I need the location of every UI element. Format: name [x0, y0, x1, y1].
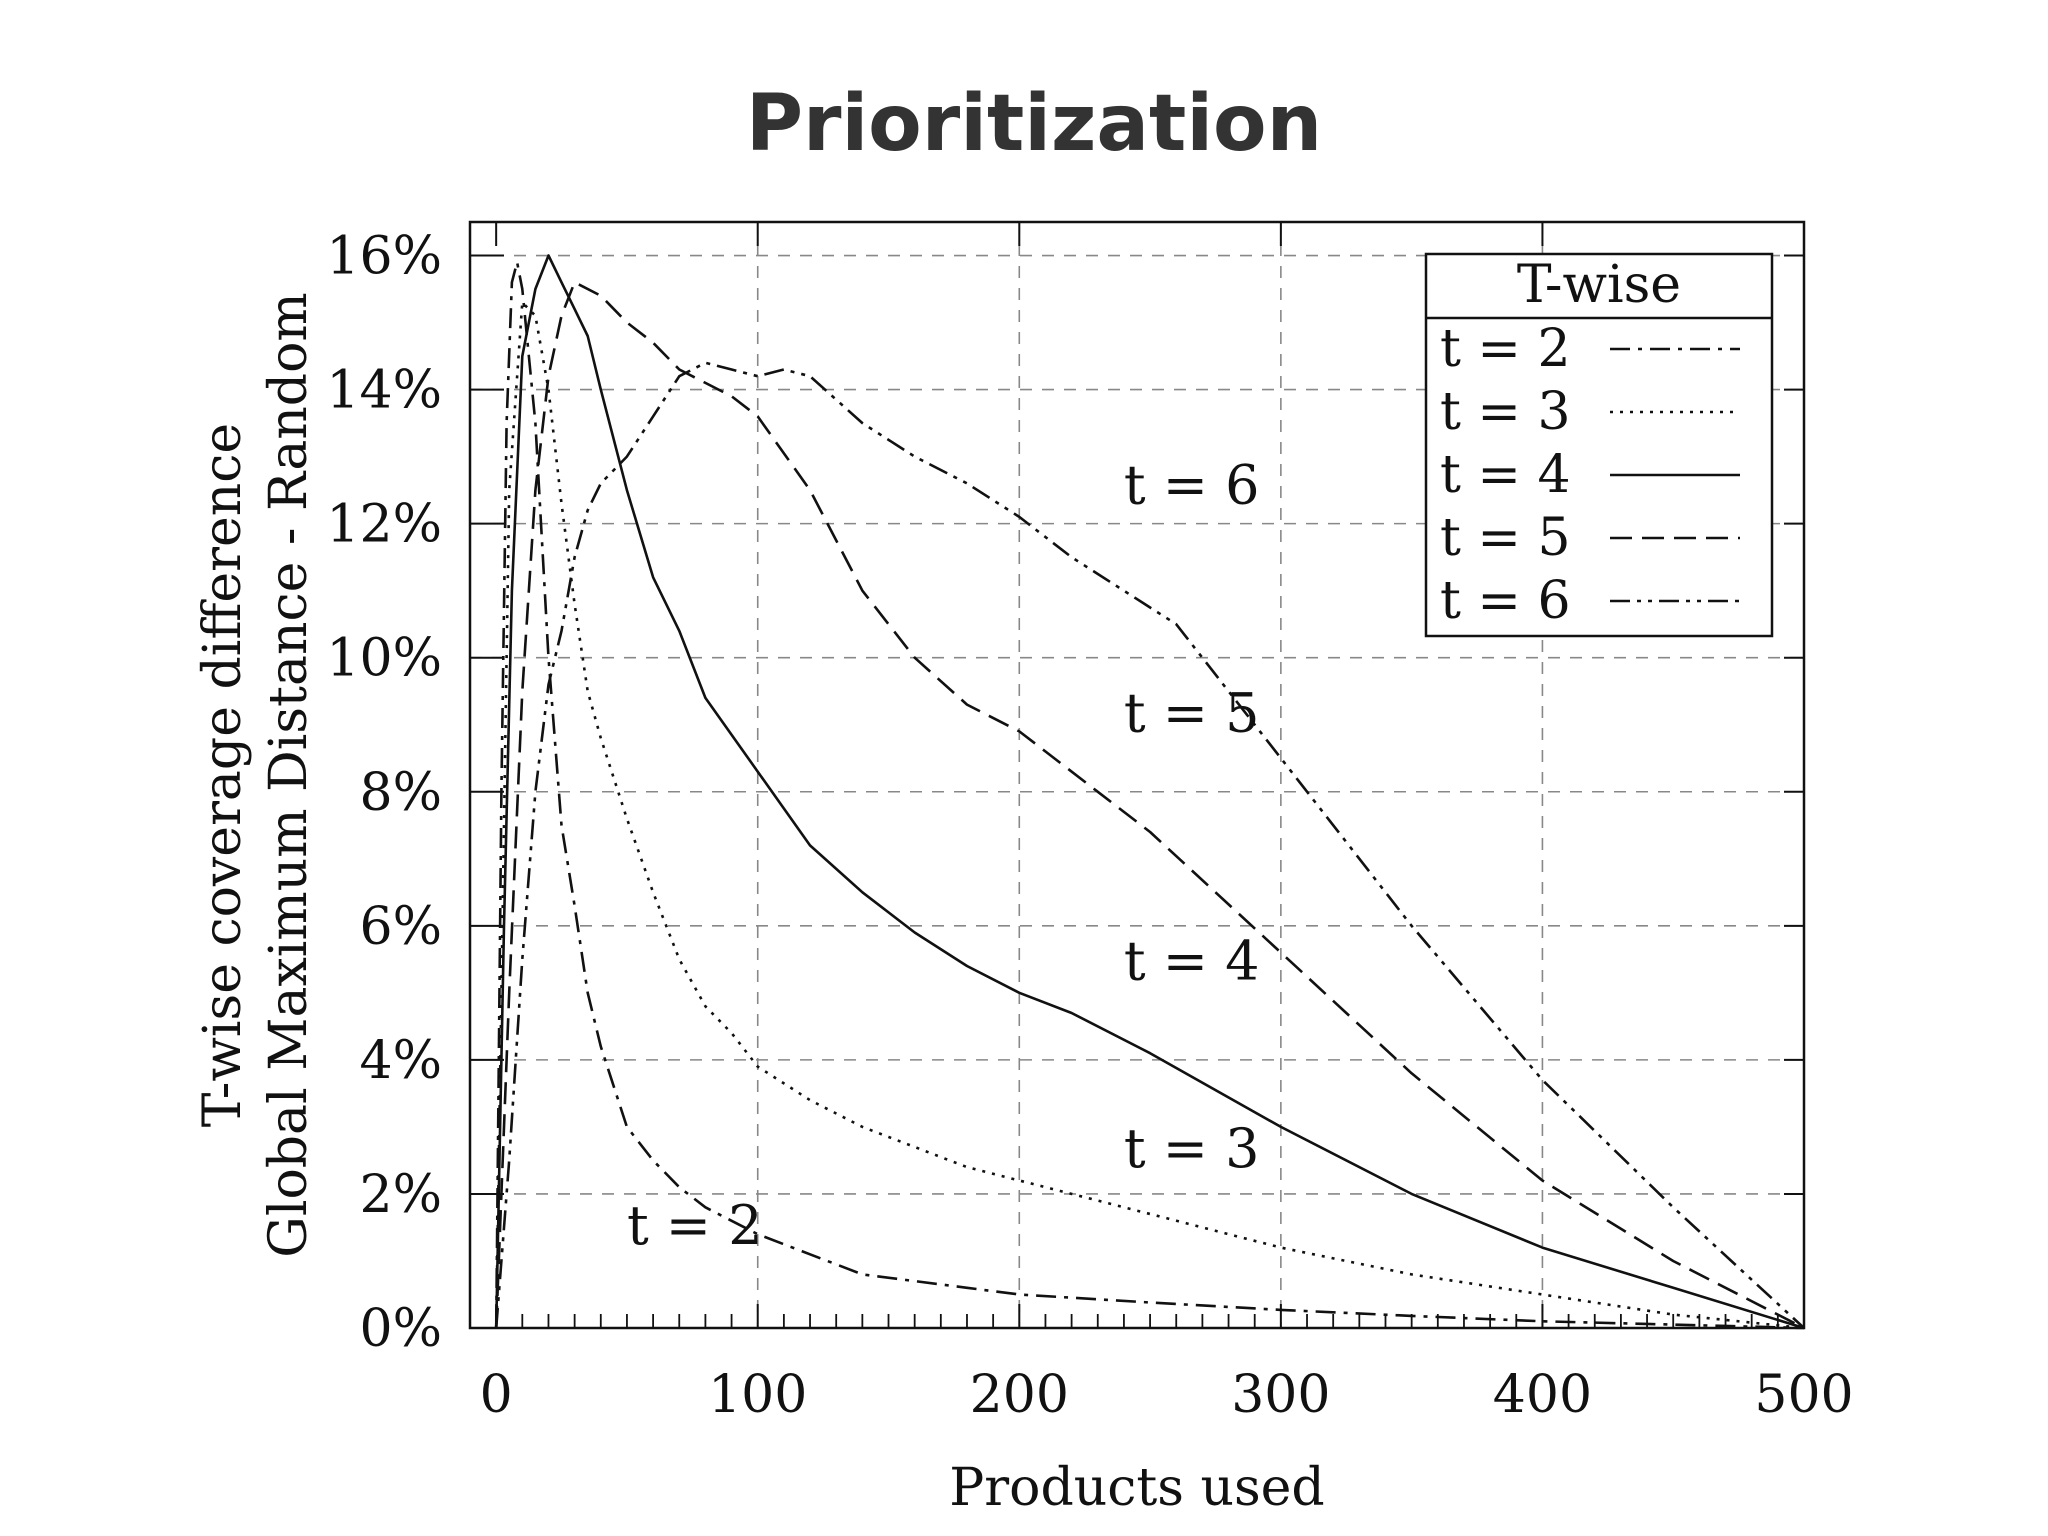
curve-label: t = 5	[1124, 681, 1260, 744]
curve-label: t = 4	[1124, 929, 1260, 992]
x-tick-label: 500	[1754, 1365, 1853, 1425]
legend-entry-label: t = 2	[1440, 319, 1571, 379]
curve-label: t = 6	[1124, 454, 1260, 517]
y-tick-label: 6%	[360, 897, 443, 957]
legend-entry-label: t = 5	[1440, 508, 1571, 568]
y-axis-label-line-2: Global Maximum Distance - Random	[259, 292, 319, 1257]
x-tick-label: 300	[1231, 1365, 1330, 1425]
curve-label: t = 2	[627, 1194, 763, 1257]
series-line-t5	[494, 280, 1805, 1330]
x-axis-label: Products used	[949, 1458, 1324, 1518]
series-layer	[494, 254, 1805, 1330]
legend: T-wise t = 2t = 3t = 4t = 5t = 6	[1424, 252, 1774, 638]
legend-title: T-wise	[1517, 255, 1681, 315]
annotations: t = 6 t = 5 t = 4 t = 3 t = 2	[627, 454, 1260, 1258]
x-tick-label: 100	[708, 1365, 807, 1425]
plot-frame	[468, 220, 1806, 1330]
legend-entry-label: t = 6	[1440, 571, 1571, 631]
axes: 0 100 200 300 400 500 0% 2% 4% 6% 8% 10% 12% 14% 16%	[326, 222, 1854, 1425]
curve-label: t = 3	[1124, 1117, 1260, 1180]
y-tick-label: 12%	[326, 495, 442, 555]
x-tick-label: 0	[480, 1365, 513, 1425]
chart-title: Prioritization	[746, 79, 1322, 169]
y-tick-label: 2%	[360, 1165, 443, 1225]
y-tick-label: 0%	[360, 1299, 443, 1359]
series-line-t2	[494, 260, 1805, 1330]
y-axis-label-line-1: T-wise coverage difference	[193, 423, 253, 1127]
legend-entry-label: t = 4	[1440, 445, 1571, 505]
series-line-t3	[494, 301, 1805, 1330]
x-tick-label: 200	[970, 1365, 1069, 1425]
y-tick-label: 14%	[326, 361, 442, 421]
y-tick-label: 4%	[360, 1031, 443, 1091]
x-tick-label: 400	[1493, 1365, 1592, 1425]
series-line-t6	[494, 361, 1805, 1329]
y-tick-label: 16%	[326, 227, 442, 287]
series-line-t4	[494, 254, 1805, 1330]
y-tick-label: 10%	[326, 629, 442, 689]
legend-entry-label: t = 3	[1440, 382, 1571, 442]
y-tick-label: 8%	[360, 763, 443, 823]
